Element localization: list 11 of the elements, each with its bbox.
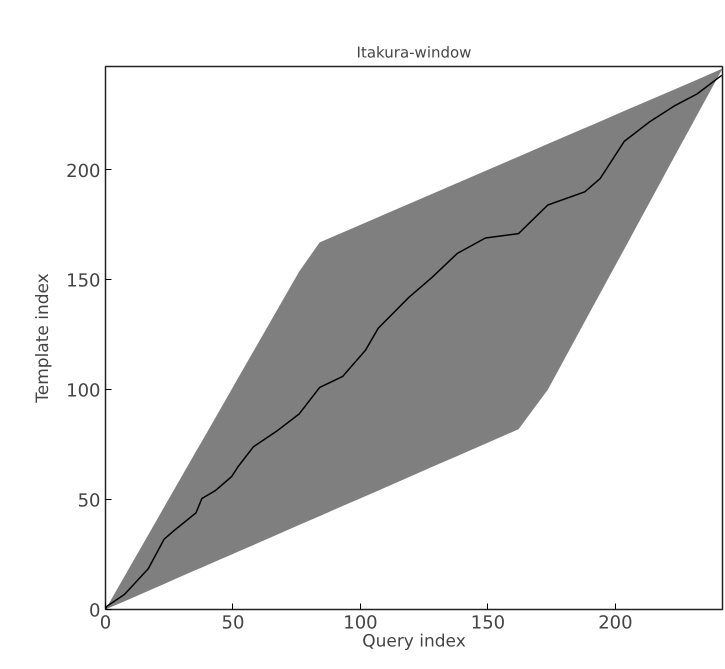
x-tick-label: 50 [222,612,244,634]
y-tick-label: 100 [66,380,101,402]
x-axis-title: Query index [362,632,466,652]
x-tick-label: 100 [343,612,378,634]
x-tick-label: 200 [598,612,633,634]
y-tick-label: 50 [78,490,100,512]
x-tick-label: 150 [470,612,506,634]
y-tick-label: 150 [66,270,101,292]
y-tick-label: 200 [66,160,101,182]
y-axis-title: Template index [33,273,54,404]
chart-title: Itakura-window [356,44,472,62]
